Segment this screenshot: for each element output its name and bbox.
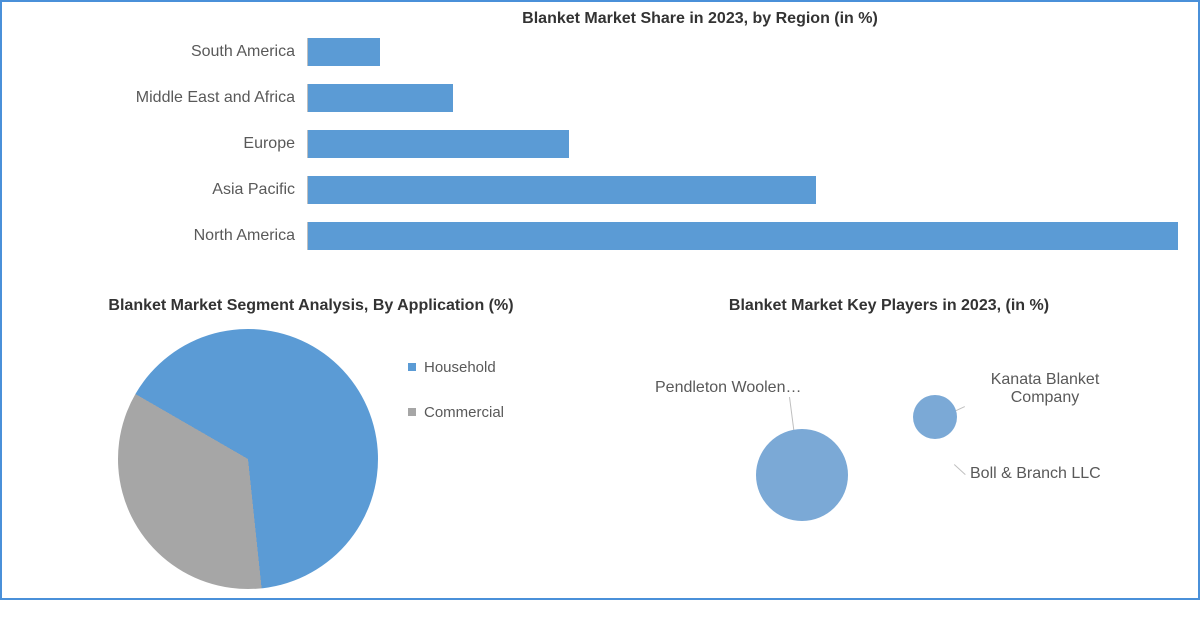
pie-legend: Household Commercial <box>408 359 504 421</box>
bar-fill <box>308 222 1178 250</box>
pie-graphic <box>70 281 425 636</box>
bar-fill <box>308 38 380 66</box>
bottom-section: Blanket Market Segment Analysis, By Appl… <box>22 295 1178 590</box>
bar-track <box>307 130 1178 158</box>
bar-track <box>307 222 1178 250</box>
bar-fill <box>308 130 569 158</box>
bubble-circle <box>756 429 848 521</box>
bubble-label: Boll & Branch LLC <box>970 465 1101 483</box>
bar-row: Europe <box>42 130 1178 158</box>
bubble-circle <box>913 395 957 439</box>
bubble-area: Pendleton Woolen… Kanata Blanket Company B… <box>600 325 1178 545</box>
infographic-container: Blanket Market Share in 2023, by Region … <box>2 2 1198 598</box>
bubble-label: Kanata Blanket Company <box>970 371 1120 407</box>
bar-label: North America <box>42 227 307 245</box>
bar-track <box>307 176 1178 204</box>
segment-pie-chart: Blanket Market Segment Analysis, By Appl… <box>22 295 600 590</box>
legend-label: Commercial <box>424 404 504 421</box>
bar-label: Middle East and Africa <box>42 89 307 107</box>
legend-swatch <box>408 408 416 416</box>
pie-chart-title: Blanket Market Segment Analysis, By Appl… <box>22 295 600 317</box>
region-bar-chart: Blanket Market Share in 2023, by Region … <box>22 10 1178 285</box>
key-players-bubble-chart: Blanket Market Key Players in 2023, (in … <box>600 295 1178 590</box>
bar-row: Middle East and Africa <box>42 84 1178 112</box>
bar-fill <box>308 84 453 112</box>
legend-item: Household <box>408 359 504 376</box>
bar-fill <box>308 176 816 204</box>
bar-track <box>307 84 1178 112</box>
bar-track <box>307 38 1178 66</box>
bar-chart-body: South America Middle East and Africa Europ… <box>22 38 1178 250</box>
bubble-label: Pendleton Woolen… <box>655 379 801 397</box>
bar-label: Europe <box>42 135 307 153</box>
legend-item: Commercial <box>408 404 504 421</box>
legend-swatch <box>408 363 416 371</box>
bar-label: Asia Pacific <box>42 181 307 199</box>
bar-row: North America <box>42 222 1178 250</box>
bar-row: South America <box>42 38 1178 66</box>
bar-row: Asia Pacific <box>42 176 1178 204</box>
pie-wrap: Household Commercial <box>22 329 600 589</box>
legend-label: Household <box>424 359 496 376</box>
bar-chart-title: Blanket Market Share in 2023, by Region … <box>22 10 1178 28</box>
bubble-chart-title: Blanket Market Key Players in 2023, (in … <box>600 295 1178 317</box>
bar-label: South America <box>42 43 307 61</box>
leader-line <box>954 464 966 475</box>
